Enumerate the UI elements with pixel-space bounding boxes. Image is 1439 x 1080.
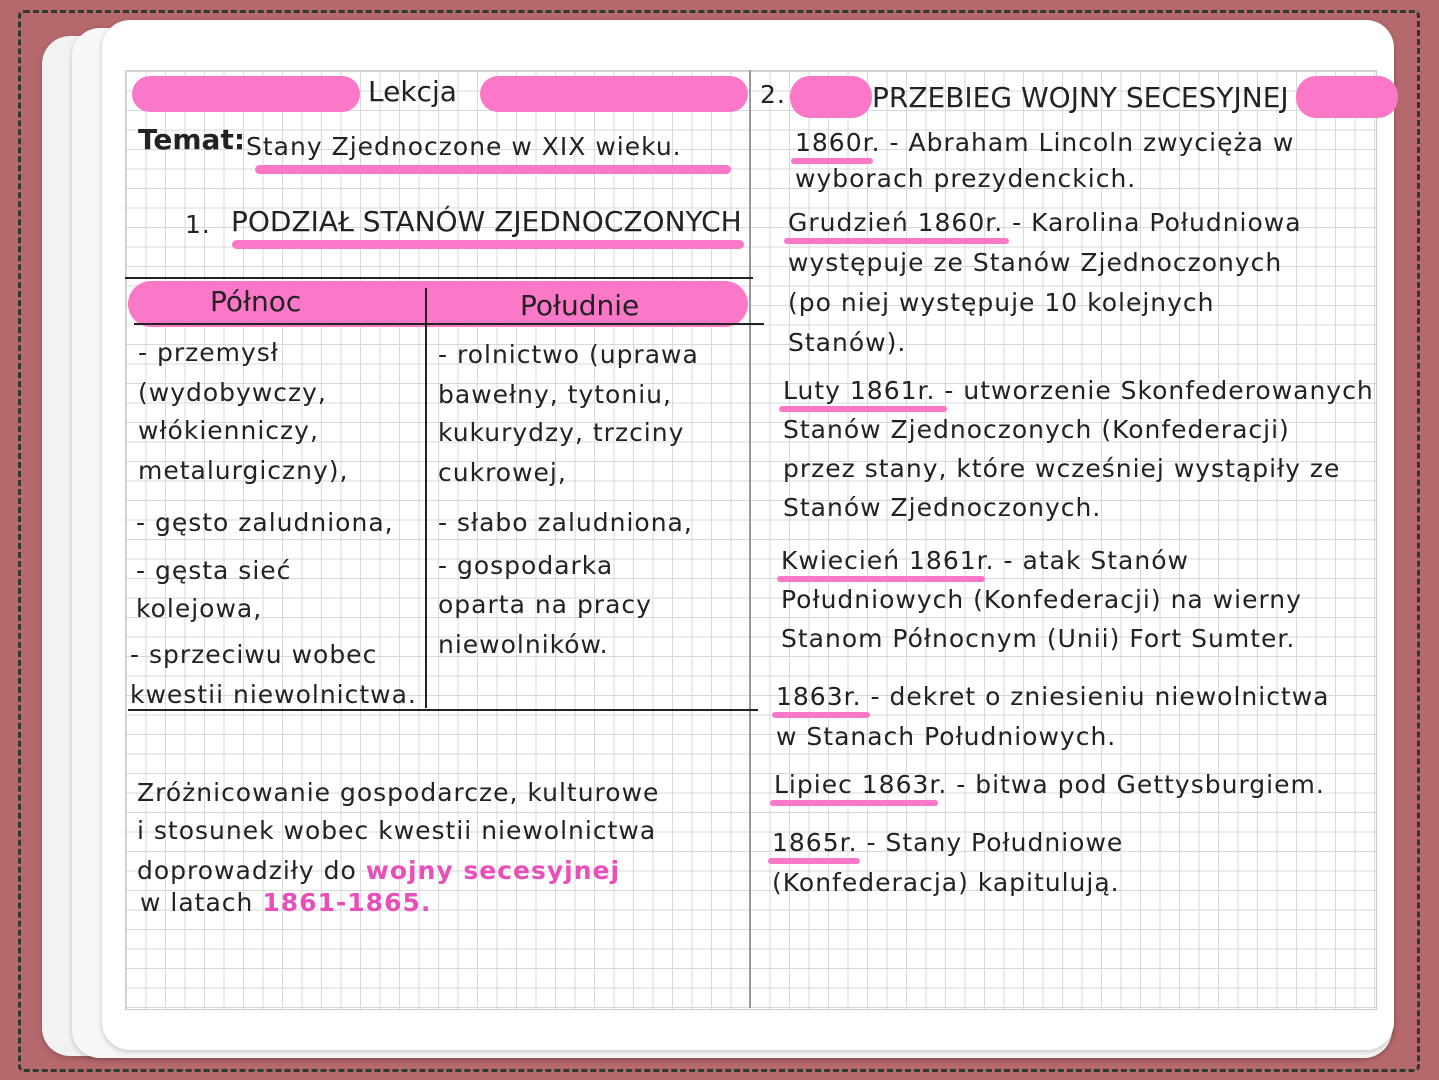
topic-underline	[255, 165, 731, 174]
highlight-bar	[132, 76, 360, 112]
section2-number: 2.	[760, 80, 786, 109]
event-first-line: 1863r. - dekret o zniesieniu niewolnictw…	[776, 684, 1330, 709]
south-item: bawełny, tytoniu,	[438, 380, 672, 409]
event-text: - Abraham Lincoln zwycięża w	[889, 128, 1295, 157]
event-text-line: Stanów Zjednoczonych (Konfederacji)	[783, 415, 1290, 444]
event-date: Luty 1861r.	[783, 376, 936, 405]
topic-label: Temat:	[138, 123, 246, 156]
event-date: Lipiec 1863r.	[774, 770, 948, 799]
highlight-bar	[480, 76, 748, 112]
south-item: oparta na pracy	[438, 590, 652, 619]
event-text-line: (po niej występuje 10 kolejnych	[788, 288, 1215, 317]
event-text-line: Stanom Północnym (Unii) Fort Sumter.	[781, 624, 1296, 653]
grid-paper	[125, 70, 1377, 1010]
event-text-line: przez stany, które wcześniej wystąpiły z…	[783, 454, 1341, 483]
event-first-line: Kwiecień 1861r. - atak Stanów	[781, 548, 1189, 573]
summary-line: Zróżnicowanie gospodarcze, kulturowe	[137, 778, 660, 807]
table-column-divider	[425, 288, 427, 708]
section1-title: PODZIAŁ STANÓW ZJEDNOCZONYCH	[231, 205, 742, 238]
date-underline	[777, 576, 985, 582]
event-date: Grudzień 1860r.	[788, 208, 1004, 237]
event-text: - utworzenie Skonfederowanych	[944, 376, 1374, 405]
south-item: niewolników.	[438, 630, 609, 659]
summary-text: w latach	[140, 888, 254, 917]
date-underline	[791, 158, 873, 164]
date-underline	[784, 238, 1009, 244]
event-first-line: Lipiec 1863r. - bitwa pod Gettysburgiem.	[774, 772, 1325, 797]
north-item: kwestii niewolnictwa.	[130, 680, 417, 709]
summary-highlight: wojny secesyjnej	[365, 856, 621, 885]
table-header-line	[134, 323, 764, 325]
event-text-line: Południowych (Konfederacji) na wierny	[781, 585, 1302, 614]
north-item: włókienniczy,	[138, 416, 319, 445]
lesson-label: Lekcja	[368, 75, 457, 108]
north-item: (wydobywczy,	[138, 378, 327, 407]
event-date: 1865r.	[772, 828, 858, 857]
summary-text: doprowadziły do	[137, 856, 357, 885]
north-item: - gęsto zaludniona,	[136, 508, 394, 537]
event-text: - dekret o zniesieniu niewolnictwa	[870, 682, 1330, 711]
south-item: kukurydzy, trzciny	[438, 418, 685, 447]
table-top-line	[125, 277, 753, 279]
topic-value: Stany Zjednoczone w XIX wieku.	[246, 132, 682, 161]
summary-highlight: 1861-1865.	[262, 888, 432, 917]
south-item: - słabo zaludniona,	[438, 508, 693, 537]
header-south: Południe	[520, 289, 640, 322]
event-first-line: Luty 1861r. - utworzenie Skonfederowanyc…	[783, 378, 1374, 403]
event-text: - bitwa pod Gettysburgiem.	[956, 770, 1325, 799]
event-text: - atak Stanów	[1003, 546, 1189, 575]
summary-line: i stosunek wobec kwestii niewolnictwa	[137, 816, 657, 845]
event-text: - Karolina Południowa	[1012, 208, 1302, 237]
event-first-line: 1860r. - Abraham Lincoln zwycięża w	[795, 130, 1294, 155]
event-date: Kwiecień 1861r.	[781, 546, 995, 575]
section2-title: PRZEBIEG WOJNY SECESYJNEJ	[872, 81, 1289, 114]
north-item: - gęsta sieć	[136, 556, 292, 585]
south-item: - gospodarka	[438, 551, 614, 580]
highlight-bar	[790, 76, 872, 118]
page-divider	[749, 70, 751, 1008]
header-north: Północ	[210, 285, 302, 318]
event-text-line: (Konfederacja) kapitulują.	[772, 868, 1120, 897]
summary-line: doprowadziły do wojny secesyjnej	[137, 858, 620, 883]
table-bottom-line	[128, 709, 758, 711]
south-item: cukrowej,	[438, 458, 567, 487]
event-text: - Stany Południowe	[866, 828, 1124, 857]
summary-line: w latach 1861-1865.	[140, 890, 431, 915]
dashed-border	[18, 10, 1420, 1072]
section1-underline	[232, 240, 744, 249]
south-item: - rolnictwo (uprawa	[438, 340, 699, 369]
event-first-line: 1865r. - Stany Południowe	[772, 830, 1123, 855]
event-first-line: Grudzień 1860r. - Karolina Południowa	[788, 210, 1302, 235]
date-underline	[770, 800, 938, 806]
table-header-bar	[128, 281, 748, 327]
event-text-line: występuje ze Stanów Zjednoczonych	[788, 248, 1283, 277]
event-text-line: Stanów Zjednoczonych.	[783, 493, 1102, 522]
date-underline	[779, 406, 947, 412]
event-text-line: wyborach prezydenckich.	[795, 164, 1137, 193]
event-date: 1863r.	[776, 682, 862, 711]
highlight-bar	[1296, 76, 1398, 118]
date-underline	[768, 858, 860, 864]
north-item: - sprzeciwu wobec	[130, 640, 378, 669]
event-date: 1860r.	[795, 128, 881, 157]
section1-number: 1.	[185, 210, 211, 239]
date-underline	[772, 712, 870, 718]
north-item: - przemysł	[138, 338, 279, 367]
event-text-line: Stanów).	[788, 328, 907, 357]
event-text-line: w Stanach Południowych.	[776, 722, 1117, 751]
north-item: kolejowa,	[136, 594, 263, 623]
north-item: metalurgiczny),	[138, 456, 349, 485]
